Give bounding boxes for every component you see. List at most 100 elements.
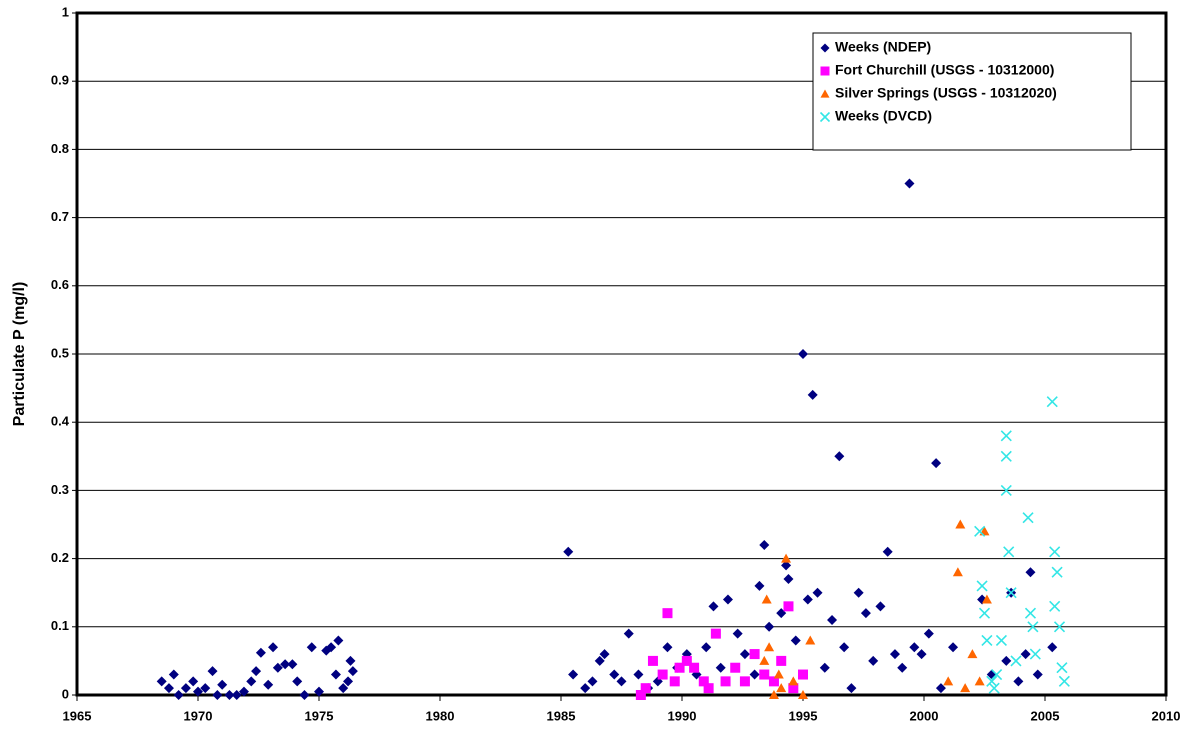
legend-marker xyxy=(820,89,830,98)
point xyxy=(255,647,266,658)
point xyxy=(986,675,998,687)
y-tick-label: 0.2 xyxy=(51,550,69,565)
point xyxy=(587,676,598,687)
point xyxy=(978,607,991,619)
point xyxy=(347,666,358,677)
point xyxy=(710,628,721,639)
point xyxy=(1000,430,1012,442)
point xyxy=(798,669,808,680)
point xyxy=(156,676,167,687)
point xyxy=(188,676,199,687)
point xyxy=(306,642,317,653)
point xyxy=(224,690,235,700)
point xyxy=(909,642,920,653)
point xyxy=(952,567,963,577)
point xyxy=(1027,621,1039,633)
point xyxy=(981,634,993,647)
point xyxy=(991,668,1003,681)
point xyxy=(689,662,700,673)
point xyxy=(759,539,770,550)
legend-marker xyxy=(819,111,831,123)
point xyxy=(299,690,310,700)
point xyxy=(739,649,750,660)
point xyxy=(839,642,850,653)
point xyxy=(635,690,646,700)
y-tick-label: 0.4 xyxy=(51,414,70,429)
point xyxy=(173,690,184,700)
x-tick-label: 2005 xyxy=(1031,708,1060,723)
point xyxy=(207,666,218,677)
y-tick-label: 0.6 xyxy=(51,277,69,292)
point xyxy=(681,655,692,666)
point xyxy=(314,686,324,697)
point xyxy=(1005,587,1017,599)
x-tick-label: 1980 xyxy=(426,708,455,723)
point xyxy=(1032,669,1043,680)
legend-label: Weeks (DVCD) xyxy=(835,108,932,124)
point xyxy=(943,676,954,686)
point xyxy=(768,676,779,687)
point xyxy=(1049,546,1061,558)
point xyxy=(764,621,775,632)
point xyxy=(981,594,992,604)
legend-label: Silver Springs (USGS - 10312020) xyxy=(835,85,1057,101)
point xyxy=(960,683,971,693)
legend-label: Fort Churchill (USGS - 10312000) xyxy=(835,62,1054,78)
point xyxy=(923,628,934,639)
point xyxy=(868,655,879,666)
legend-box xyxy=(812,32,1132,151)
point xyxy=(568,669,579,680)
point xyxy=(330,669,341,680)
point xyxy=(1046,396,1058,408)
point xyxy=(897,662,908,673)
point xyxy=(889,649,900,660)
point xyxy=(246,676,257,687)
point xyxy=(882,546,893,557)
point xyxy=(1053,621,1066,633)
point xyxy=(781,553,792,563)
point xyxy=(788,683,799,694)
point xyxy=(853,587,864,598)
x-tick-label: 1990 xyxy=(668,708,697,723)
point xyxy=(1010,655,1022,667)
point xyxy=(773,669,784,679)
point xyxy=(338,683,349,694)
plot-frame xyxy=(75,11,1168,697)
point xyxy=(776,683,787,693)
point xyxy=(988,682,1000,694)
x-tick-label: 2000 xyxy=(910,708,939,723)
point xyxy=(759,669,770,680)
x-tick-label: 2010 xyxy=(1152,708,1181,723)
point xyxy=(609,669,620,680)
point xyxy=(1022,512,1034,524)
x-tick-label: 1975 xyxy=(305,708,334,723)
point xyxy=(640,683,651,694)
point xyxy=(732,628,743,639)
point xyxy=(749,649,760,660)
point xyxy=(955,519,966,529)
point xyxy=(1000,450,1012,462)
point xyxy=(995,634,1008,647)
point xyxy=(860,608,871,619)
point xyxy=(916,649,927,660)
point xyxy=(1001,655,1012,666)
y-axis-label: Particulate P (mg/l) xyxy=(11,282,28,427)
point xyxy=(783,574,794,585)
point xyxy=(345,655,356,666)
y-tick-label: 0.7 xyxy=(51,209,69,224)
x-tick-label: 1985 xyxy=(547,708,576,723)
point xyxy=(904,178,915,189)
y-tick-label: 0.9 xyxy=(51,73,69,88)
point xyxy=(931,458,942,469)
x-tick-label: 1965 xyxy=(63,708,92,723)
point xyxy=(1020,649,1031,660)
point xyxy=(798,349,808,359)
point xyxy=(788,676,799,686)
point xyxy=(1049,600,1061,612)
legend-marker xyxy=(820,43,830,53)
point xyxy=(722,594,733,605)
point xyxy=(333,635,344,646)
point xyxy=(798,690,808,699)
point xyxy=(268,642,279,653)
y-tick-label: 0.3 xyxy=(51,482,69,497)
